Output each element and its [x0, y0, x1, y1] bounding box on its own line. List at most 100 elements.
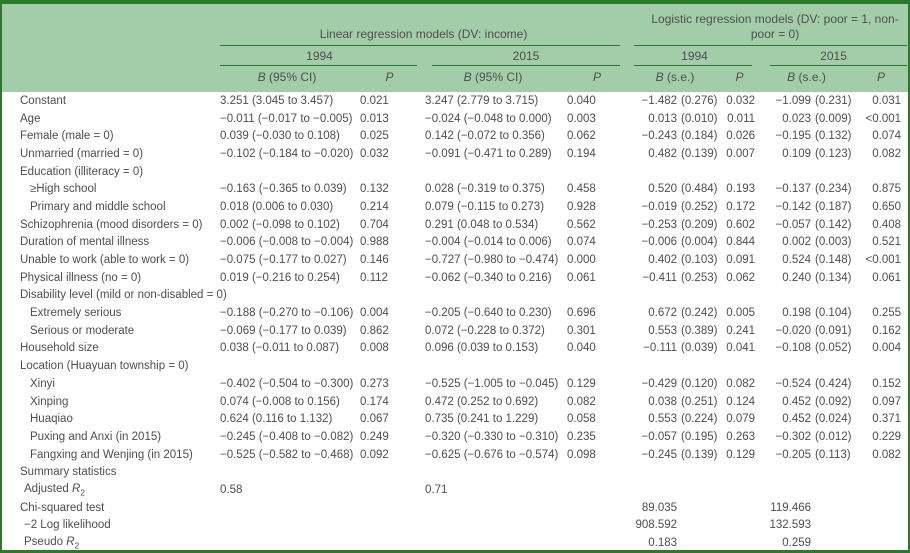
cell-logistic-2015-b: 0.240 (0.134): [782, 271, 852, 284]
linear-models-header: Linear regression models (DV: income): [217, 4, 631, 46]
cell-linear-1994-p: 0.214: [360, 200, 389, 213]
linear-models-title: Linear regression models (DV: income): [319, 27, 528, 41]
cell-linear-2015-b: [422, 463, 564, 481]
cell-logistic-2015-p: [854, 517, 908, 535]
year-logistic-2015: 2015: [759, 46, 908, 66]
cell-logistic-1994-p: 0.079: [726, 413, 756, 426]
row-label: Age: [20, 112, 41, 125]
table-row: Age −0.011 (−0.017 to −0.005) 0.013 −0.024 …: [2, 110, 908, 128]
cell-linear-2015-p: [564, 357, 630, 375]
row-label: Adjusted R2: [24, 482, 85, 498]
cell-linear-2015-b: −0.024 (−0.048 to 0.000): [425, 112, 552, 125]
cell-logistic-2015-b: 0.452 (0.092): [782, 395, 852, 408]
b-ci-1994-header: B (95% CI): [217, 66, 357, 92]
cell-linear-1994-b: 0.038 (−0.011 to 0.087): [220, 342, 340, 355]
cell-logistic-2015-b: 0.524 (0.148): [782, 254, 852, 267]
cell-logistic-1994-p: [720, 357, 759, 375]
cell-logistic-1994-p: 0.082: [726, 377, 756, 390]
cell-linear-2015-p: [564, 481, 630, 499]
cell-logistic-2015-p: <0.001: [865, 112, 902, 125]
cell-logistic-1994-p: 0.263: [726, 430, 756, 443]
cell-linear-1994-p: 0.013: [360, 112, 389, 125]
cell-linear-1994-p: 0.174: [360, 395, 389, 408]
cell-logistic-1994-p: 0.011: [727, 112, 756, 125]
cell-linear-2015-p: 0.458: [567, 183, 596, 196]
cell-linear-1994-b: 0.002 (−0.098 to 0.102): [220, 218, 340, 231]
row-label: Serious or moderate: [30, 324, 135, 337]
cell-logistic-1994-p: 0.091: [726, 254, 756, 267]
cell-logistic-1994-p: [720, 517, 759, 535]
row-label: Duration of mental illness: [20, 236, 150, 249]
cell-logistic-1994-b: 0.672 (0.242): [648, 307, 718, 320]
p-logistic-1994-header: P: [720, 66, 760, 92]
cell-linear-2015-p: 0.040: [567, 94, 596, 107]
cell-logistic-1994-b: 0.553 (0.389): [648, 324, 718, 337]
cell-logistic-2015-p: [854, 163, 908, 181]
cell-linear-2015-b: −0.004 (−0.014 to 0.006): [425, 236, 552, 249]
cell-linear-1994-b: 0.019 (−0.216 to 0.254): [220, 271, 340, 284]
table-row: Location (Huayuan township = 0): [2, 357, 908, 375]
cell-logistic-1994-p: 0.007: [726, 147, 756, 160]
table-row: ≥High school −0.163 (−0.365 to 0.039) 0.13…: [2, 180, 908, 198]
row-label: Location (Huayuan township = 0): [20, 360, 189, 373]
corner-blank: [2, 4, 217, 46]
cell-logistic-1994-b: −0.253 (0.209): [641, 218, 718, 231]
year-logistic-1994: 1994: [630, 46, 760, 66]
cell-logistic-2015-b: −0.142 (0.187): [775, 200, 852, 213]
cell-linear-2015-p: 0.074: [567, 236, 596, 249]
table-row: Female (male = 0) 0.039 (−0.030 to 0.108)…: [2, 127, 908, 145]
logistic-models-header: Logistic regression models (DV: poor = 1…: [630, 4, 908, 46]
cell-logistic-1994-p: 0.844: [726, 236, 756, 249]
cell-linear-2015-b: 0.079 (−0.115 to 0.273): [425, 200, 545, 213]
cell-linear-2015-p: 0.235: [567, 430, 596, 443]
cell-linear-1994-b: [217, 163, 357, 181]
cell-linear-1994-b: [217, 287, 357, 305]
cell-linear-1994-p: [357, 287, 422, 305]
cell-logistic-2015-b: 0.109 (0.123): [782, 147, 852, 160]
year-row: 1994 2015 1994 2015: [2, 46, 908, 66]
cell-logistic-2015-b: −0.302 (0.012): [775, 430, 852, 443]
cell-linear-1994-p: 0.249: [360, 430, 389, 443]
year-linear-1994: 1994: [217, 46, 422, 66]
cell-linear-2015-b: −0.062 (−0.340 to 0.216): [425, 271, 552, 284]
cell-linear-1994-b: [217, 499, 357, 517]
row-label: Household size: [20, 342, 99, 355]
cell-logistic-1994-p: 0.124: [726, 395, 756, 408]
table-row: Xinyi −0.402 (−0.504 to −0.300) 0.273 −0.52…: [2, 375, 908, 393]
cell-linear-2015-p: 0.082: [567, 395, 596, 408]
row-label: Education (illiteracy = 0): [20, 165, 144, 178]
cell-linear-1994-p: [357, 357, 422, 375]
cell-linear-1994-p: 0.021: [360, 94, 389, 107]
table-row: Disability level (mild or non-disabled =…: [2, 287, 908, 305]
table-row: Unable to work (able to work = 0) −0.075 …: [2, 251, 908, 269]
row-label: Constant: [20, 94, 67, 107]
cell-logistic-2015-p: 0.521: [872, 236, 902, 249]
cell-linear-2015-p: [564, 287, 630, 305]
cell-logistic-1994-b: [630, 481, 720, 499]
cell-linear-2015-p: 0.040: [567, 342, 596, 355]
row-label: Fangxing and Wenjing (in 2015): [30, 448, 193, 461]
row-label: Schizophrenia (mood disorders = 0): [20, 218, 203, 231]
cell-linear-1994-p: 0.704: [360, 218, 389, 231]
cell-logistic-2015-p: 0.097: [872, 395, 902, 408]
cell-linear-1994-p: 0.092: [360, 448, 389, 461]
cell-logistic-1994-b: −0.111 (0.039): [643, 342, 718, 355]
cell-linear-1994-p: [357, 481, 422, 499]
cell-linear-2015-b: −0.727 (−0.980 to −0.474): [425, 254, 559, 267]
cell-logistic-2015-p: 0.082: [872, 147, 902, 160]
table-row: Primary and middle school 0.018 (0.006 to…: [2, 198, 908, 216]
label-col-blank: [2, 66, 217, 92]
row-label: Huaqiao: [30, 413, 73, 426]
cell-logistic-2015-p: 0.229: [872, 430, 902, 443]
cell-logistic-2015-b: 0.002 (0.003): [782, 236, 852, 249]
cell-linear-1994-p: 0.132: [360, 183, 389, 196]
table-row: Household size 0.038 (−0.011 to 0.087) 0.0…: [2, 340, 908, 358]
cell-logistic-1994-p: 0.241: [726, 324, 756, 337]
cell-logistic-2015-b: −0.057 (0.142): [775, 218, 852, 231]
cell-linear-1994-b: 0.074 (−0.008 to 0.156): [220, 395, 340, 408]
cell-logistic-2015-p: 0.004: [872, 342, 902, 355]
cell-linear-2015-b: [422, 499, 564, 517]
table-row: Pseudo R2 0.183 0.259: [2, 534, 908, 550]
linear-span-rule: [220, 45, 621, 46]
table-row: Duration of mental illness −0.006 (−0.008…: [2, 234, 908, 252]
